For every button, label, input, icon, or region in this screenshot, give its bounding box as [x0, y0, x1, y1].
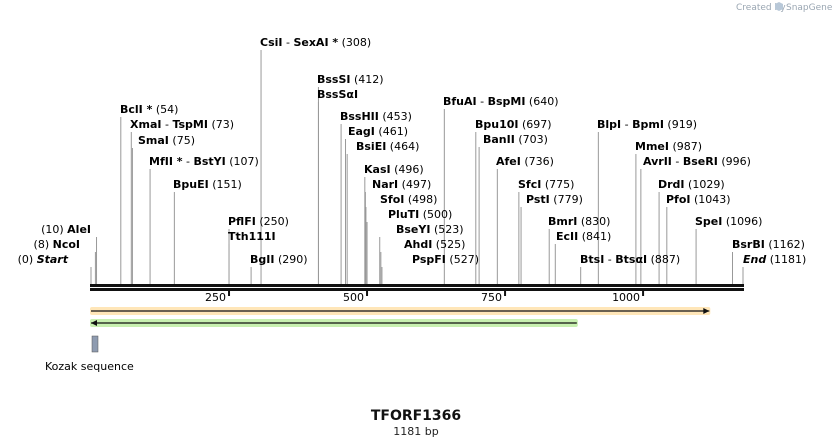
- enzyme-site-label[interactable]: BfuAI - BspMI (640): [443, 95, 559, 108]
- ruler-tick-label: 1000: [612, 291, 640, 304]
- ruler-tick-label: 500: [343, 291, 364, 304]
- enzyme-site-label[interactable]: SmaI (75): [138, 134, 195, 147]
- kozak-feature[interactable]: [91, 335, 99, 353]
- enzyme-site-label[interactable]: End (1181): [743, 253, 806, 266]
- enzyme-site-label[interactable]: SfcI (775): [518, 178, 574, 191]
- enzyme-site-label[interactable]: EcII (841): [556, 230, 611, 243]
- sequence-backbone: [90, 284, 744, 291]
- enzyme-site-label[interactable]: BssSαI: [317, 88, 358, 101]
- enzyme-site-label[interactable]: SfoI (498): [380, 193, 437, 206]
- ruler-tick-label: 250: [205, 291, 226, 304]
- enzyme-site-label[interactable]: PstI (779): [526, 193, 583, 206]
- enzyme-site-label[interactable]: EagI (461): [348, 125, 408, 138]
- kozak-label: Kozak sequence: [45, 360, 134, 373]
- enzyme-site-label[interactable]: AhdI (525): [404, 238, 465, 251]
- enzyme-site-label[interactable]: PluTI (500): [388, 208, 452, 221]
- enzyme-site-label[interactable]: Bpu10I (697): [475, 118, 552, 131]
- map-length: 1181 bp: [393, 425, 438, 438]
- enzyme-site-label[interactable]: KasI (496): [364, 163, 424, 176]
- ruler: 250 500 750 1000: [205, 291, 645, 304]
- enzyme-site-label[interactable]: SpeI (1096): [695, 215, 762, 228]
- enzyme-site-label[interactable]: BmrI (830): [548, 215, 610, 228]
- enzyme-site-label[interactable]: PflFI (250): [228, 215, 289, 228]
- enzyme-site-label[interactable]: BpuEI (151): [173, 178, 242, 191]
- enzyme-site-label[interactable]: BtsI - BtsαI (887): [580, 253, 680, 266]
- enzyme-site-label[interactable]: BssSI (412): [317, 73, 384, 86]
- enzyme-site-label[interactable]: BclI * (54): [120, 103, 178, 116]
- enzyme-site-label[interactable]: Tth111I: [228, 230, 276, 243]
- enzyme-site-label[interactable]: (10) AleI: [41, 223, 91, 236]
- enzyme-site-label[interactable]: AfeI (736): [496, 155, 554, 168]
- enzyme-site-label[interactable]: PspFI (527): [412, 253, 479, 266]
- enzyme-site-label[interactable]: CsiI - SexAI * (308): [260, 36, 371, 49]
- forward-orf-arrow[interactable]: [90, 307, 711, 315]
- enzyme-site-label[interactable]: XmaI - TspMI (73): [130, 118, 234, 131]
- enzyme-site-label[interactable]: BlpI - BpmI (919): [597, 118, 697, 131]
- enzyme-site-label[interactable]: (8) NcoI: [34, 238, 80, 251]
- features: Kozak sequence: [45, 307, 711, 373]
- enzyme-site-label[interactable]: MfII * - BstYI (107): [149, 155, 259, 168]
- enzyme-site-label[interactable]: BsrBI (1162): [732, 238, 805, 251]
- created-by-text: Created by: [736, 3, 786, 13]
- enzyme-site-label[interactable]: MmeI (987): [635, 140, 702, 153]
- enzyme-site-label[interactable]: BseYI (523): [396, 223, 464, 236]
- enzyme-site-label[interactable]: BsiEI (464): [356, 140, 419, 153]
- site-labels: CsiI - SexAI * (308) BssSI (412) BssSαI Bfu…: [18, 36, 807, 266]
- map-title: TFORF1366: [371, 408, 461, 424]
- enzyme-site-label[interactable]: PfoI (1043): [666, 193, 731, 206]
- enzyme-site-label[interactable]: BanII (703): [483, 133, 548, 146]
- enzyme-site-label[interactable]: AvrII - BseRI (996): [643, 155, 751, 168]
- enzyme-site-label[interactable]: (0) Start: [18, 253, 69, 266]
- snapgene-logo-icon: [775, 2, 783, 11]
- enzyme-site-label[interactable]: BssHII (453): [340, 110, 412, 123]
- enzyme-site-label[interactable]: NarI (497): [372, 178, 431, 191]
- site-lines: [90, 50, 744, 284]
- reverse-orf-arrow[interactable]: [90, 319, 578, 327]
- enzyme-site-label[interactable]: BgII (290): [250, 253, 308, 266]
- snapgene-brand: SnapGene: [786, 3, 833, 13]
- enzyme-site-label[interactable]: DrdI (1029): [658, 178, 725, 191]
- ruler-tick-label: 750: [481, 291, 502, 304]
